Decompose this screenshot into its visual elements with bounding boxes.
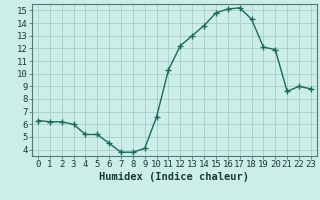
X-axis label: Humidex (Indice chaleur): Humidex (Indice chaleur) xyxy=(100,172,249,182)
